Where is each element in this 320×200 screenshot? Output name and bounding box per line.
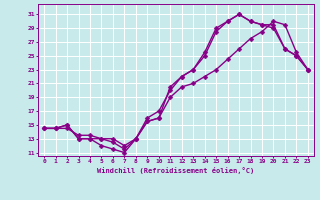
X-axis label: Windchill (Refroidissement éolien,°C): Windchill (Refroidissement éolien,°C)	[97, 167, 255, 174]
